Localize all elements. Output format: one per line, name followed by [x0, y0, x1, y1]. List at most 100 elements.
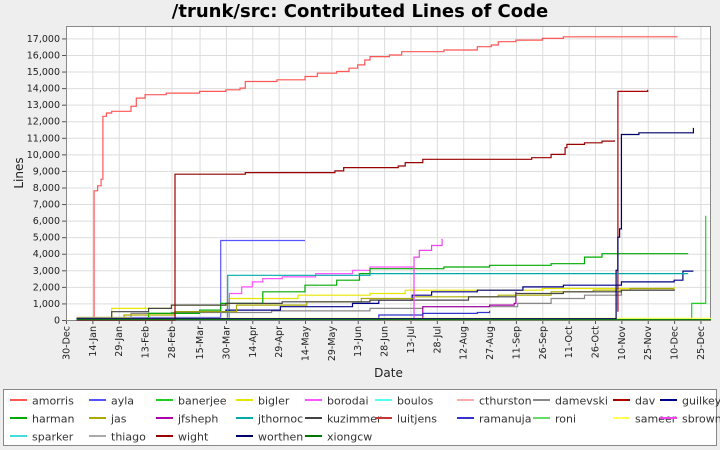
legend-label: thiago: [111, 430, 146, 444]
legend-label: roni: [555, 412, 577, 426]
legend-item-cthurston: cthurston: [457, 394, 532, 408]
legend-item-jfsheph: jfsheph: [156, 412, 218, 426]
legend-label: guilkey: [682, 394, 720, 408]
legend-item-xiongcw: xiongcw: [305, 430, 372, 444]
y-tick-label: 16,000: [27, 50, 60, 61]
chart-legend: amorris ayla banerjee bigler borodai boulos ct…: [3, 389, 720, 446]
legend-swatch: [457, 399, 474, 401]
x-tick-label: 13-Jun: [353, 326, 364, 357]
x-tick-label: 25-Dec: [696, 326, 707, 360]
legend-swatch: [533, 417, 550, 419]
x-tick-label: 11-Sep: [511, 326, 522, 359]
y-tick-label: 3,000: [33, 266, 60, 277]
x-tick-label: 28-Jun: [380, 326, 391, 357]
series-line-wight: [76, 140, 615, 321]
legend-item-guilkey: guilkey: [660, 394, 720, 408]
x-tick-label: 10-Dec: [670, 326, 681, 360]
legend-swatch: [156, 399, 173, 401]
legend-item-harman: harman: [10, 412, 74, 426]
x-tick-label: 29-Apr: [274, 326, 285, 358]
series-line-bigler: [76, 286, 675, 319]
x-tick-label: 25-Nov: [643, 326, 654, 360]
x-tick-label: 14-May: [301, 326, 312, 362]
legend-label: ramanuja: [479, 412, 532, 426]
series-line-harman: [76, 253, 689, 320]
y-tick-label: 7,000: [33, 200, 60, 211]
legend-swatch: [10, 417, 27, 419]
legend-swatch: [375, 399, 392, 401]
legend-swatch: [613, 417, 630, 419]
series-line-worthen: [76, 127, 694, 320]
series-line-kuzimmer: [76, 289, 675, 319]
legend-swatch: [305, 417, 322, 419]
legend-item-thiago: thiago: [89, 430, 146, 444]
legend-label: amorris: [32, 394, 74, 408]
x-tick-label: 28-Jul: [432, 326, 443, 354]
y-axis-label: Lines: [12, 157, 26, 188]
legend-swatch: [89, 399, 106, 401]
legend-label: ayla: [111, 394, 135, 408]
legend-label: harman: [32, 412, 75, 426]
y-tick-label: 14,000: [27, 84, 60, 95]
legend-swatch: [10, 435, 27, 437]
legend-swatch: [660, 417, 677, 419]
legend-item-boulos: boulos: [375, 394, 433, 408]
y-tick-label: 1,000: [33, 299, 60, 310]
legend-item-sparker: sparker: [10, 430, 73, 444]
x-tick-label: 30-Mar: [221, 326, 232, 360]
y-tick-label: 5,000: [33, 233, 60, 244]
legend-label: kuzimmer: [327, 412, 382, 426]
legend-item-jthornoc: jthornoc: [236, 412, 303, 426]
legend-swatch: [10, 399, 27, 401]
x-tick-label: 11-Oct: [564, 326, 575, 358]
y-tick-label: 2,000: [33, 282, 60, 293]
legend-label: dav: [635, 394, 656, 408]
y-tick-label: 6,000: [33, 216, 60, 227]
y-tick-label: 8,000: [33, 183, 60, 194]
series-line-ayla: [124, 239, 305, 319]
legend-item-dav: dav: [613, 394, 655, 408]
x-tick-label: 26-Oct: [591, 326, 602, 358]
legend-label: jfsheph: [178, 412, 219, 426]
legend-item-jas: jas: [89, 412, 127, 426]
legend-item-banerjee: banerjee: [156, 394, 227, 408]
legend-swatch: [660, 399, 677, 401]
x-tick-label: 29-Jan: [114, 326, 125, 357]
y-tick-label: 15,000: [27, 67, 60, 78]
legend-label: banerjee: [178, 394, 227, 408]
legend-label: sameer: [635, 412, 677, 426]
legend-swatch: [89, 417, 106, 419]
y-tick-label: 9,000: [33, 166, 60, 177]
legend-item-amorris: amorris: [10, 394, 74, 408]
legend-label: cthurston: [479, 394, 532, 408]
legend-swatch: [156, 435, 173, 437]
y-tick-label: 10,000: [27, 150, 60, 161]
x-tick-label: 14-Jan: [88, 326, 99, 357]
legend-swatch: [375, 417, 392, 419]
legend-item-luitjens: luitjens: [375, 412, 437, 426]
legend-item-roni: roni: [533, 412, 576, 426]
legend-swatch: [457, 417, 474, 419]
y-tick-label: 11,000: [27, 133, 60, 144]
series-line-guilkey: [76, 270, 694, 320]
series-line-sbrown: [76, 238, 443, 321]
legend-item-kuzimmer: kuzimmer: [305, 412, 382, 426]
legend-swatch: [533, 399, 550, 401]
legend-label: wight: [178, 430, 209, 444]
legend-swatch: [613, 399, 630, 401]
legend-swatch: [156, 417, 173, 419]
legend-item-damevski: damevski: [533, 394, 608, 408]
x-tick-label: 30-Dec: [62, 326, 73, 360]
x-tick-label: 14-Apr: [248, 326, 259, 358]
series-line-dav: [617, 89, 649, 312]
legend-label: boulos: [397, 394, 434, 408]
legend-item-worthen: worthen: [236, 430, 303, 444]
legend-swatch: [236, 417, 253, 419]
y-tick-label: 13,000: [27, 100, 60, 111]
legend-label: sparker: [32, 430, 74, 444]
y-tick-label: 4,000: [33, 249, 60, 260]
x-tick-label: 26-Sep: [538, 326, 549, 359]
x-axis-label: Date: [374, 366, 403, 380]
legend-item-sameer: sameer: [613, 412, 676, 426]
legend-swatch: [236, 399, 253, 401]
